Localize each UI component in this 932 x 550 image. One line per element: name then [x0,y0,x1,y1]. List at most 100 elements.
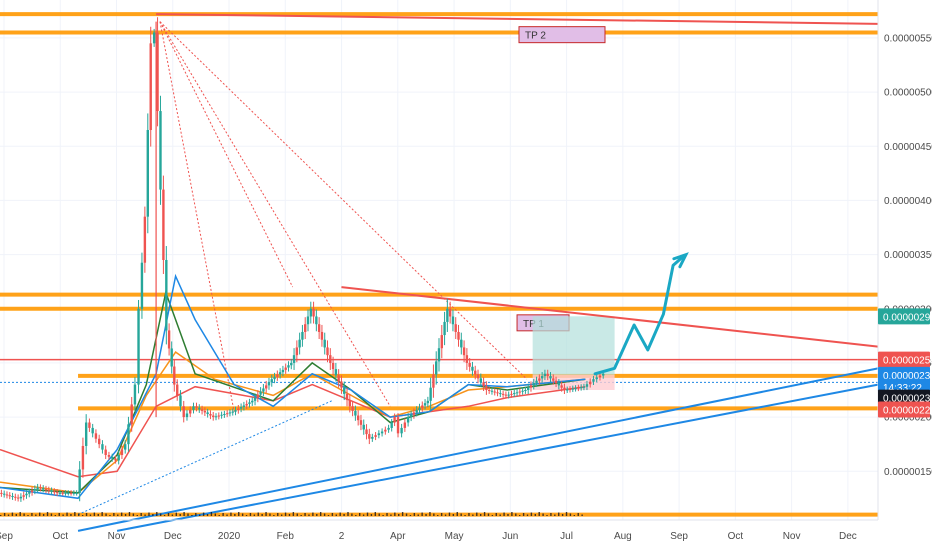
volume-bar [577,513,579,516]
volume-bar [58,513,60,516]
x-tick-label: Nov [108,531,126,542]
price-tag-label: 0.00000236 [883,394,932,405]
volume-bar [491,515,494,516]
volume-bar [11,512,14,516]
volume-bar [171,514,174,516]
candle-body [16,497,20,499]
candle-body [331,362,335,370]
candle-body [123,444,127,450]
volume-bar [464,515,466,516]
volume-bar [479,514,482,516]
candle-body [162,189,165,260]
candle-body [440,335,443,349]
candle-body [220,414,223,416]
candle-body [474,370,477,375]
volume-bar [175,512,177,516]
candle-body [504,394,508,396]
volume-bar [148,512,150,516]
candle-body [323,339,326,348]
volume-bar [569,513,572,516]
volume-bar [323,513,326,516]
volume-bar [565,512,568,516]
reward-zone [532,316,615,375]
volume-bar [50,513,53,516]
volume-bar [280,514,283,516]
volume-bar [366,512,369,516]
candle-body [25,493,28,496]
candle-body [5,494,9,496]
candle-body [371,436,374,439]
volume-bar [507,514,509,516]
volume-bar [257,512,259,516]
x-tick-label: Dec [839,531,857,542]
candle-body [242,405,246,408]
candle-body [69,492,73,494]
volume-bar [249,513,252,516]
candle-body [315,316,318,325]
candle-body [253,397,257,401]
candle-body [295,347,299,356]
price-tag-label: 0.00000239 [883,371,932,382]
candle-body [359,420,363,425]
candle-body [165,260,168,331]
candle-body [22,495,25,497]
candle-body [513,393,516,395]
volume-bar [335,514,337,516]
candle-body [510,393,513,395]
volume-bar [522,513,525,516]
candle-body [276,374,279,377]
volume-bar [476,512,478,516]
candle-body [270,379,273,383]
candle-body [437,348,441,362]
candle-body [479,378,483,383]
volume-bar [401,512,404,516]
candle-body [374,435,377,437]
candle-body [267,382,271,386]
candle-body [2,493,6,495]
candle-body [273,376,276,380]
volume-bar [277,513,279,516]
volume-bar [140,513,142,516]
candle-body [409,414,413,418]
price-tag-label: 0.00000224 [883,406,932,417]
volume-bar [573,515,576,516]
trendlines [77,13,879,532]
volume-bar [66,512,68,516]
volume-bar [343,514,345,516]
candle-body [432,374,435,388]
x-tick-label: Aug [614,531,632,542]
volume-bar [444,514,447,516]
candle-body [287,365,290,368]
candle-body [114,458,117,461]
candle-body [598,375,602,378]
volume-bar [269,513,271,516]
volume-bar [542,513,544,516]
candle-body [44,489,48,491]
volume-bar [503,512,505,516]
x-axis: Sep Oct Nov Dec 2020 Feb 2 Apr May Jun Jul Aug Sep Oc… [0,519,878,542]
candle-body [143,216,147,263]
y-axis: 0.000001500.000002000.000002500.00000300… [877,0,932,550]
volume-bar [339,512,341,516]
price-tag [878,401,930,418]
candle-body [120,449,124,455]
volume-bar [218,515,220,516]
candle-body [454,324,457,332]
candle-body [406,417,410,423]
volume-bar [386,513,388,516]
tp-zone-label: TP 2 [525,31,546,42]
volume-bar [538,512,540,516]
candle-body [290,362,293,366]
candle-body [540,376,544,379]
candle-body [42,488,45,490]
candle-body [228,412,232,414]
volume-bar [124,514,127,516]
candle-body [306,316,310,325]
candle-body [421,405,424,408]
candle-body [552,378,555,381]
candle-body [262,388,265,392]
candle-body [91,427,94,434]
candle-body [94,433,98,439]
candle-body [532,383,535,386]
